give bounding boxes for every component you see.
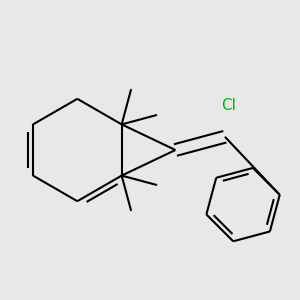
Text: Cl: Cl: [221, 98, 236, 113]
